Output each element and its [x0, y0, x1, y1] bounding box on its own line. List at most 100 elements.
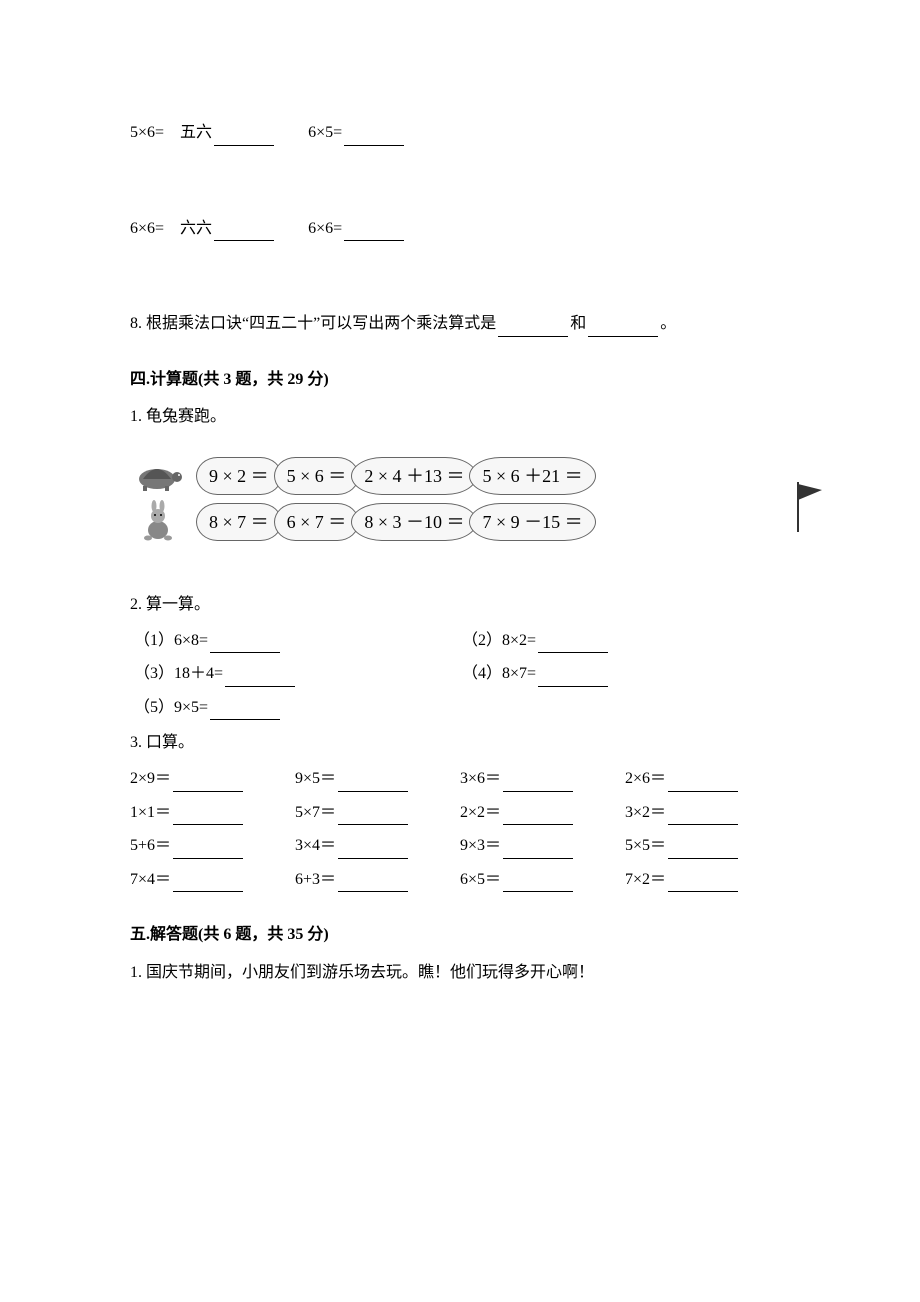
q-label: 8.	[130, 315, 142, 332]
race-diagram: 9 × 2 ＝ 5 × 6 ＝ 2 × 4 ＋13 ＝ 5 × 6 ＋21 ＝	[130, 440, 790, 558]
rabbit-chain: 8 × 7 ＝ 6 × 7 ＝ 8 × 3 －10 ＝ 7 × 9 －15 ＝	[196, 503, 596, 541]
blank[interactable]	[503, 807, 573, 826]
q-label: 3.	[130, 734, 142, 751]
grid-expr: 9×5＝	[295, 770, 336, 787]
grid-expr: 7×2＝	[625, 871, 666, 888]
blank[interactable]	[225, 668, 295, 687]
item-expr: 18＋4=	[174, 665, 223, 682]
item-num: （3）	[134, 661, 174, 687]
item-num: （2）	[462, 628, 502, 654]
turtle-icon	[130, 456, 186, 496]
q-text: 和	[570, 315, 586, 332]
item-expr: 9×5=	[174, 699, 208, 716]
blank[interactable]	[668, 773, 738, 792]
blank[interactable]	[214, 127, 274, 146]
race-cell: 7 × 9 －15 ＝	[469, 503, 595, 541]
grid-row: 5+6＝ 3×4＝ 9×3＝ 5×5＝	[130, 833, 790, 859]
race-cell: 8 × 7 ＝	[196, 503, 282, 541]
blank[interactable]	[210, 635, 280, 654]
q-text: 国庆节期间，小朋友们到游乐场去玩。瞧！他们玩得多开心啊！	[146, 964, 594, 981]
blank[interactable]	[588, 318, 658, 337]
fill-row-2: 6×6= 六六 6×6=	[130, 216, 790, 242]
blank[interactable]	[503, 840, 573, 859]
blank[interactable]	[173, 874, 243, 893]
q-label: 2.	[130, 596, 142, 613]
section-5-title: 五.解答题(共 6 题，共 35 分)	[130, 922, 790, 948]
blank[interactable]	[498, 318, 568, 337]
item-num: （4）	[462, 661, 502, 687]
item-expr: 8×2=	[502, 632, 536, 649]
grid-expr: 1×1＝	[130, 804, 171, 821]
grid-expr: 3×4＝	[295, 837, 336, 854]
fill-row-1: 5×6= 五六 6×5=	[130, 120, 790, 146]
grid-row: 7×4＝ 6+3＝ 6×5＝ 7×2＝	[130, 867, 790, 893]
grid-expr: 3×2＝	[625, 804, 666, 821]
q2-row1: （1）6×8= （2）8×2=	[130, 628, 790, 654]
expr: 5×6=	[130, 124, 164, 141]
section-4-title: 四.计算题(共 3 题，共 29 分)	[130, 367, 790, 393]
blank[interactable]	[338, 840, 408, 859]
word: 六六	[180, 220, 212, 237]
worksheet-page: 5×6= 五六 6×5= 6×6= 六六 6×6= 8. 根据乘法口诀“四五二十…	[0, 0, 920, 1302]
race-cell: 8 × 3 －10 ＝	[351, 503, 477, 541]
grid-expr: 6+3＝	[295, 871, 336, 888]
blank[interactable]	[338, 874, 408, 893]
s4-q1: 1. 龟兔赛跑。	[130, 404, 790, 430]
blank[interactable]	[173, 807, 243, 826]
q-label: 1.	[130, 964, 142, 981]
grid-expr: 7×4＝	[130, 871, 171, 888]
blank[interactable]	[338, 807, 408, 826]
q3-grid: 2×9＝ 9×5＝ 3×6＝ 2×6＝ 1×1＝ 5×7＝ 2×2＝ 3×2＝ …	[130, 766, 790, 892]
blank[interactable]	[344, 127, 404, 146]
grid-expr: 5×5＝	[625, 837, 666, 854]
s4-q3: 3. 口算。	[130, 730, 790, 756]
s5-q1: 1. 国庆节期间，小朋友们到游乐场去玩。瞧！他们玩得多开心啊！	[130, 960, 790, 986]
blank[interactable]	[668, 840, 738, 859]
blank[interactable]	[173, 840, 243, 859]
expr: 6×6=	[130, 220, 164, 237]
flag-icon	[794, 482, 826, 541]
q2-row3: （5）9×5=	[130, 695, 790, 721]
q-label: 1.	[130, 408, 142, 425]
blank[interactable]	[214, 223, 274, 242]
turtle-chain: 9 × 2 ＝ 5 × 6 ＝ 2 × 4 ＋13 ＝ 5 × 6 ＋21 ＝	[196, 457, 596, 495]
expr: 6×5=	[308, 124, 342, 141]
grid-expr: 5×7＝	[295, 804, 336, 821]
blank[interactable]	[503, 773, 573, 792]
race-cell: 2 × 4 ＋13 ＝	[351, 457, 477, 495]
blank[interactable]	[338, 773, 408, 792]
rabbit-icon	[130, 502, 186, 542]
grid-expr: 2×2＝	[460, 804, 501, 821]
q-text: 。	[660, 315, 676, 332]
blank[interactable]	[173, 773, 243, 792]
word: 五六	[180, 124, 212, 141]
item-expr: 8×7=	[502, 665, 536, 682]
grid-expr: 2×6＝	[625, 770, 666, 787]
blank[interactable]	[538, 668, 608, 687]
blank[interactable]	[668, 874, 738, 893]
item-expr: 6×8=	[174, 632, 208, 649]
blank[interactable]	[538, 635, 608, 654]
q-text: 龟兔赛跑。	[146, 408, 226, 425]
race-cell: 6 × 7 ＝	[274, 503, 360, 541]
grid-row: 2×9＝ 9×5＝ 3×6＝ 2×6＝	[130, 766, 790, 792]
turtle-row: 9 × 2 ＝ 5 × 6 ＝ 2 × 4 ＋13 ＝ 5 × 6 ＋21 ＝	[130, 456, 790, 496]
race-cell: 5 × 6 ＝	[274, 457, 360, 495]
s4-q2: 2. 算一算。	[130, 592, 790, 618]
grid-expr: 2×9＝	[130, 770, 171, 787]
blank[interactable]	[668, 807, 738, 826]
rabbit-row: 8 × 7 ＝ 6 × 7 ＝ 8 × 3 －10 ＝ 7 × 9 －15 ＝	[130, 502, 790, 542]
item-num: （1）	[134, 628, 174, 654]
blank[interactable]	[210, 702, 280, 721]
race-cell: 5 × 6 ＋21 ＝	[469, 457, 595, 495]
grid-expr: 6×5＝	[460, 871, 501, 888]
expr: 6×6=	[308, 220, 342, 237]
q-text: 算一算。	[146, 596, 210, 613]
q-text: 根据乘法口诀“四五二十”可以写出两个乘法算式是	[146, 315, 496, 332]
blank[interactable]	[503, 874, 573, 893]
item-num: （5）	[134, 695, 174, 721]
q8: 8. 根据乘法口诀“四五二十”可以写出两个乘法算式是 和 。	[130, 311, 790, 337]
q2-row2: （3）18＋4= （4）8×7=	[130, 661, 790, 687]
q-text: 口算。	[146, 734, 194, 751]
blank[interactable]	[344, 223, 404, 242]
